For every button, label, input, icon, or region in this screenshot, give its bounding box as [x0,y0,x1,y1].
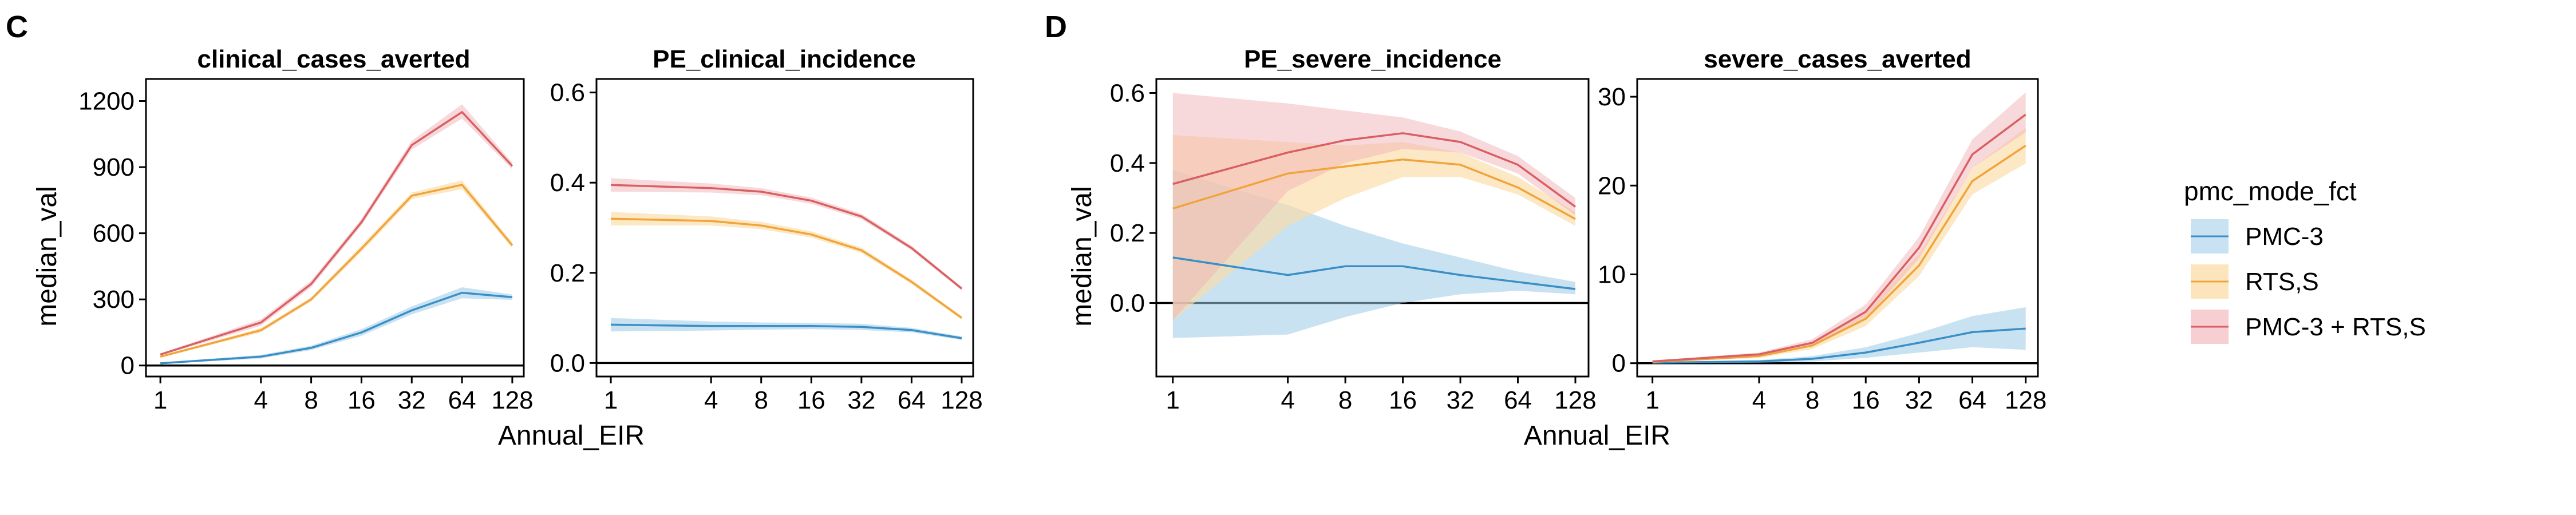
y-tick-label: 0.0 [1110,290,1145,318]
panel-letter-d: D [1045,10,1067,44]
y-tick-label: 0.6 [550,79,585,107]
y-tick-label: 900 [93,153,135,181]
legend-item-pmc-3: PMC-3 [2191,219,2324,253]
x-tick-label: 128 [491,386,533,414]
series-line-pmc-3-rts-s [1172,132,1577,208]
x-tick-label: 64 [448,386,476,414]
y-tick-label: 0.2 [1110,219,1145,247]
panel-border [1636,78,2039,378]
x-axis-title-d: Annual_EIR [1524,421,1670,451]
x-tick-label: 32 [847,386,875,414]
series-line-pmc-3 [611,323,962,339]
y-tick-label: 0 [121,352,135,380]
x-tick-label: 1 [1166,386,1180,414]
legend: pmc_mode_fct PMC-3 RTS,S PMC-3 + RTS,S [2184,176,2426,344]
x-tick-label: 8 [304,386,318,414]
y-tick-label: 0.4 [550,169,585,197]
x-tick-label: 32 [1447,386,1475,414]
x-tick-label: 1 [604,386,618,414]
x-tick-label: 1 [153,386,167,414]
y-tick-label: 300 [93,286,135,314]
legend-item-pmc-3-rts-s: PMC-3 + RTS,S [2191,310,2426,344]
x-tick-label: 16 [347,386,376,414]
x-tick-label: 16 [1389,386,1417,414]
series-line-rts-s [611,217,963,319]
x-tick-label: 4 [1752,386,1766,414]
facet-severe-cases-averted: severe_cases_averted 0 10 20 30 1 4 8 16 32 64 128 [1598,45,2046,414]
confidence-band-pmc-3-rts-s [1172,93,1575,321]
series-line-rts-s [1652,144,2026,363]
confidence-band-pmc-3 [1652,307,2026,363]
x-tick-label: 4 [1281,386,1294,414]
x-tick-label: 128 [2005,386,2046,414]
confidence-band-rts-s [611,212,962,320]
y-tick-label: 600 [93,220,135,248]
legend-item-rts-s: RTS,S [2191,264,2319,299]
facet-pe-clinical-incidence: PE_clinical_incidence 0.0 0.2 0.4 0.6 1 4 8 16 3… [550,45,983,414]
y-tick-label: 0.0 [550,349,585,377]
facet-title: PE_clinical_incidence [653,45,916,73]
x-tick-label: 8 [754,386,768,414]
x-tick-label: 128 [941,386,982,414]
series-line-pmc-3 [160,291,513,365]
x-axis-title-c: Annual_EIR [498,421,645,451]
x-tick-label: 32 [398,386,426,414]
panel-letter-c: C [6,10,28,44]
facet-pe-severe-incidence: PE_severe_incidence 0.0 0.2 0.4 0.6 1 4 8 16 32 6… [1110,45,1597,414]
x-tick-label: 64 [1504,386,1532,414]
x-tick-label: 32 [1905,386,1933,414]
y-tick-label: 10 [1598,260,1626,288]
facet-title: PE_severe_incidence [1244,45,1502,73]
x-tick-label: 4 [254,386,268,414]
series-line-pmc-3-rts-s [1652,113,2026,363]
x-tick-label: 128 [1554,386,1596,414]
x-tick-label: 8 [1805,386,1819,414]
legend-label-pmc-3-rts-s: PMC-3 + RTS,S [2245,313,2426,341]
y-tick-label: 20 [1598,172,1626,200]
panel-border [595,78,974,378]
x-tick-label: 4 [704,386,718,414]
series-line-rts-s [1172,158,1576,220]
x-tick-label: 8 [1338,386,1352,414]
y-tick-label: 30 [1598,83,1626,111]
y-tick-label: 0.6 [1110,79,1145,107]
series-line-rts-s [160,184,513,358]
legend-label-rts-s: RTS,S [2245,268,2319,296]
x-tick-label: 1 [1645,386,1659,414]
legend-label-pmc-3: PMC-3 [2245,223,2324,251]
panel-border [145,78,525,378]
y-axis-title-c: median_val [32,186,62,326]
panel-border [1155,78,1590,378]
facet-title: clinical_cases_averted [197,45,470,73]
y-tick-label: 0.4 [1110,149,1145,177]
y-axis-title-d: median_val [1067,186,1097,326]
y-tick-label: 0.2 [550,259,585,287]
x-tick-label: 16 [1852,386,1880,414]
x-tick-label: 64 [1958,386,1986,414]
series-line-pmc-3 [1172,256,1576,290]
legend-title: pmc_mode_fct [2184,176,2357,206]
facet-clinical-cases-averted: clinical_cases_averted 0 300 600 900 1200 1 4 8… [78,45,534,414]
y-tick-label: 0 [1612,350,1626,378]
series-line-pmc-3 [1652,327,2026,364]
facet-title: severe_cases_averted [1704,45,1971,73]
series-line-pmc-3-rts-s [611,184,963,290]
x-tick-label: 16 [797,386,825,414]
series-line-pmc-3-rts-s [160,111,513,356]
x-tick-label: 64 [898,386,926,414]
y-tick-label: 1200 [78,88,135,116]
confidence-band-pmc-3 [611,318,962,340]
